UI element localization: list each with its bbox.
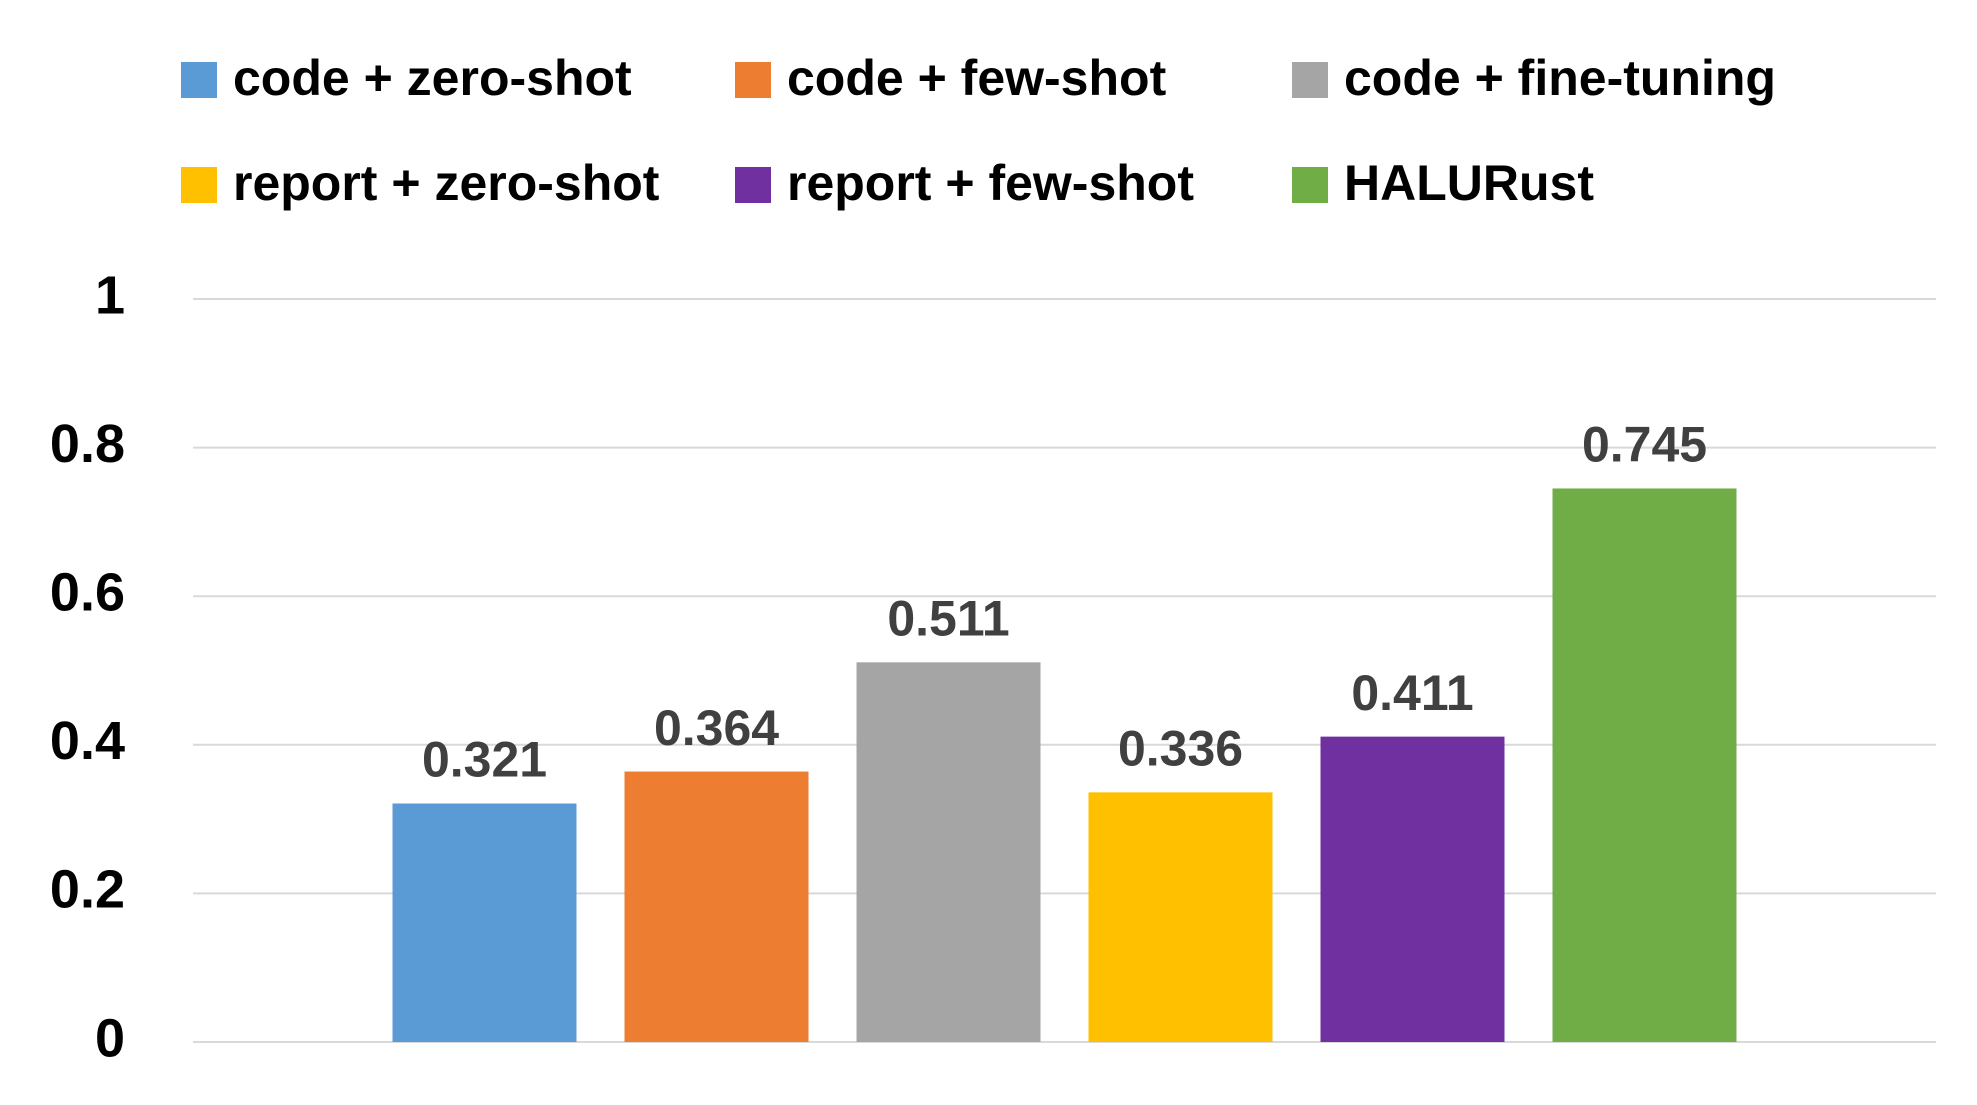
legend-swatch [735, 167, 771, 203]
bar [392, 803, 577, 1042]
legend-label: report + zero-shot [233, 155, 660, 211]
value-label: 0.745 [1582, 417, 1707, 473]
y-tick-label: 0 [95, 1008, 125, 1068]
legend-label: code + few-shot [787, 50, 1167, 106]
legend-label: HALURust [1344, 155, 1594, 211]
y-tick-label: 0.8 [50, 414, 125, 474]
legend-swatch [735, 62, 771, 98]
y-tick-label: 0.6 [50, 562, 125, 622]
legend-label: code + zero-shot [233, 50, 632, 106]
bar [624, 771, 809, 1042]
value-label: 0.336 [1118, 721, 1243, 777]
y-tick-label: 0.2 [50, 860, 125, 920]
y-tick-label: 1 [95, 265, 125, 325]
bar [1552, 488, 1737, 1043]
bar [1320, 736, 1505, 1042]
value-label: 0.321 [422, 732, 547, 788]
legend-swatch [1292, 62, 1328, 98]
legend-swatch [1292, 167, 1328, 203]
value-label: 0.411 [1351, 665, 1473, 721]
y-tick-label: 0.4 [50, 711, 125, 771]
legend-swatch [181, 167, 217, 203]
legend-label: code + fine-tuning [1344, 50, 1776, 106]
value-label: 0.511 [887, 591, 1009, 647]
bar [1088, 792, 1273, 1042]
bar [856, 662, 1041, 1042]
legend-swatch [181, 62, 217, 98]
legend-label: report + few-shot [787, 155, 1194, 211]
value-label: 0.364 [654, 700, 779, 756]
